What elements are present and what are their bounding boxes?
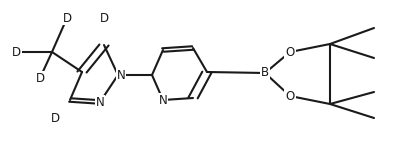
Text: D: D bbox=[51, 112, 60, 125]
Text: B: B bbox=[261, 66, 269, 80]
Text: D: D bbox=[62, 12, 72, 25]
Text: D: D bbox=[100, 12, 109, 25]
Text: N: N bbox=[96, 95, 104, 108]
Text: D: D bbox=[35, 72, 45, 85]
Text: O: O bbox=[285, 46, 295, 59]
Text: O: O bbox=[285, 89, 295, 102]
Text: N: N bbox=[159, 93, 168, 106]
Text: N: N bbox=[117, 68, 125, 81]
Text: D: D bbox=[12, 46, 21, 59]
